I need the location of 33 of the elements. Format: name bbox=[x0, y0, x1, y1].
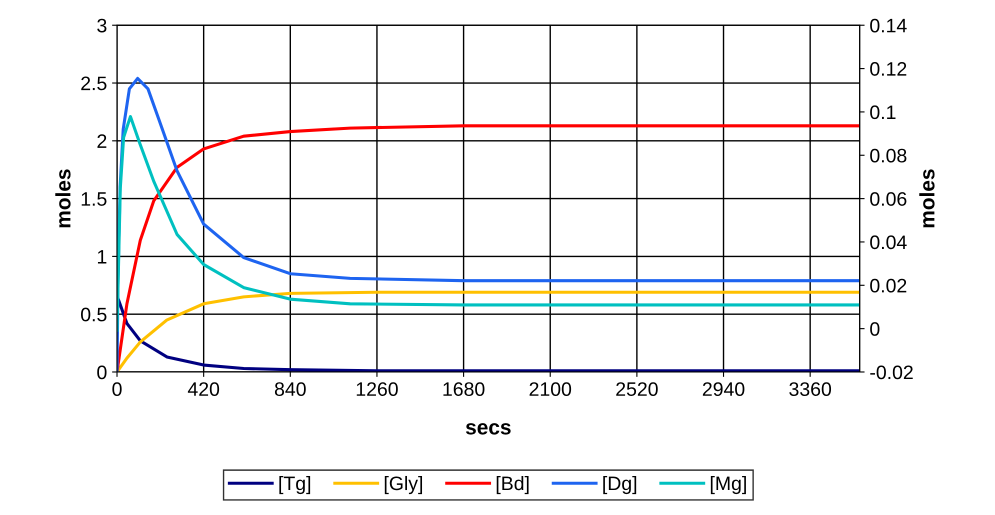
x-tick-label: 2100 bbox=[530, 382, 572, 396]
x-tick-label: 2940 bbox=[702, 382, 744, 396]
y2-tick-label: 0.14 bbox=[870, 18, 907, 32]
y2-tick-label: 0.04 bbox=[870, 235, 907, 250]
y-tick-label: 3 bbox=[97, 18, 106, 32]
y2-tick-label: 0.08 bbox=[870, 148, 906, 163]
y-tick-label: 1 bbox=[98, 250, 106, 264]
y2-tick-label: 0.12 bbox=[870, 62, 906, 76]
legend-label: [Dg] bbox=[603, 476, 636, 494]
x-tick-label: 420 bbox=[188, 382, 220, 396]
legend-label: [Mg] bbox=[710, 476, 746, 494]
legend-label: [Bd] bbox=[496, 476, 529, 494]
x-tick-label: 840 bbox=[274, 382, 306, 396]
y-axis-title: moles bbox=[55, 169, 71, 228]
y-tick-label: 0 bbox=[97, 365, 107, 380]
y2-tick-label: 0.02 bbox=[870, 278, 906, 293]
y2-tick-label: -0.02 bbox=[870, 365, 913, 380]
y2-tick-label: 0.1 bbox=[870, 105, 896, 120]
y-tick-label: 2.5 bbox=[81, 76, 106, 90]
x-tick-label: 0 bbox=[112, 382, 122, 396]
x-tick-label: 3360 bbox=[789, 382, 832, 396]
legend-label: [Gly] bbox=[384, 476, 422, 494]
y2-tick-label: 0 bbox=[870, 322, 880, 336]
y-tick-label: 2 bbox=[97, 134, 106, 148]
x-tick-label: 1260 bbox=[356, 382, 398, 396]
y2-axis-title: moles bbox=[919, 169, 935, 228]
y-tick-label: 1.5 bbox=[82, 192, 106, 206]
x-tick-label: 2520 bbox=[616, 382, 658, 396]
y-tick-label: 0.5 bbox=[81, 308, 106, 322]
x-axis-title: secs bbox=[466, 423, 511, 435]
x-tick-label: 1680 bbox=[443, 382, 484, 396]
legend-label: [Tg] bbox=[279, 476, 310, 494]
y2-tick-label: 0.06 bbox=[870, 192, 906, 206]
